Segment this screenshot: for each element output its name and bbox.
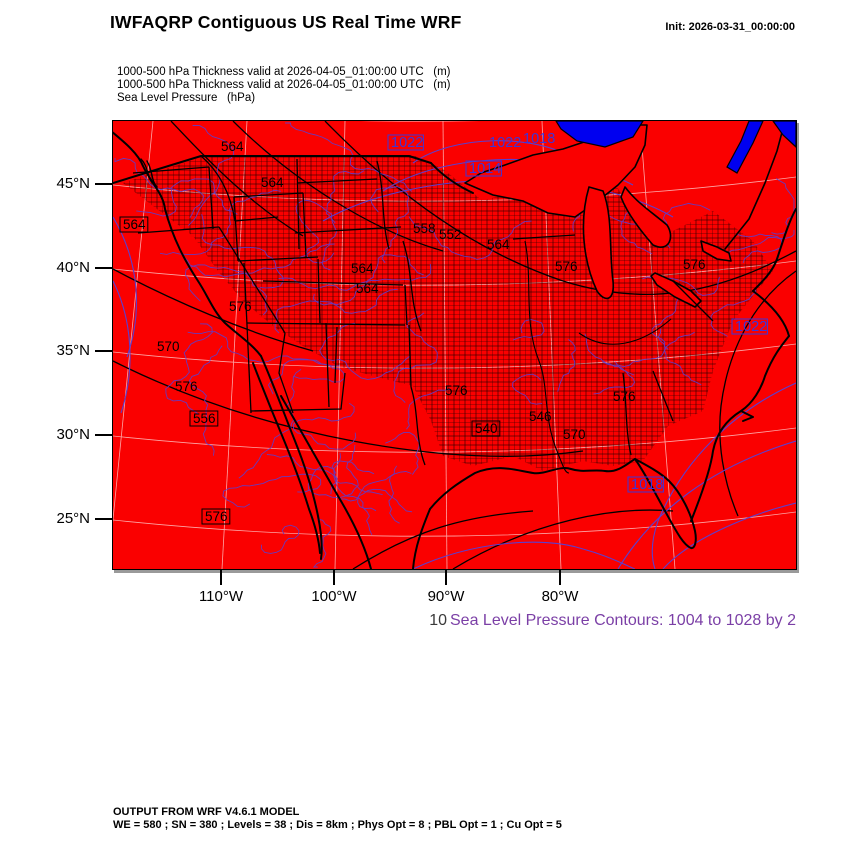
lon-tick-mark	[220, 569, 222, 585]
lon-tick-label: 90°W	[427, 588, 465, 605]
thickness-label: 564	[356, 281, 379, 296]
subtitle-thickness-1: 1000-500 hPa Thickness valid at 2026-04-…	[117, 66, 451, 78]
lat-tick-label: 45°N	[56, 175, 90, 192]
slp-label: 1022	[735, 319, 767, 335]
thickness-label: 576	[205, 509, 228, 524]
lon-tick-label: 80°W	[541, 588, 579, 605]
thickness-label: 556	[193, 411, 216, 426]
lat-tick-label: 30°N	[56, 426, 90, 443]
map-svg: 564 564 564 558 552 564 564 564 576 576 576 570 576 5…	[113, 121, 796, 569]
slp-label: 1018	[631, 477, 663, 493]
thickness-label: 564	[221, 139, 244, 154]
slp-label: 1018	[523, 131, 555, 147]
lat-tick-label: 40°N	[56, 259, 90, 276]
contour-legend-caption: 10 Sea Level Pressure Contours: 1004 to 1…	[112, 612, 796, 630]
thickness-label: 564	[487, 237, 510, 252]
lon-tick-mark	[559, 569, 561, 585]
thickness-label: 576	[175, 379, 198, 394]
thickness-label: 576	[229, 299, 252, 314]
state-borders	[132, 155, 714, 474]
thickness-label: 564	[261, 175, 284, 190]
thickness-label: 546	[529, 409, 552, 424]
thickness-label: 576	[683, 257, 706, 272]
great-lakes	[464, 124, 732, 308]
water-patches	[555, 121, 796, 174]
lat-tick-label: 35°N	[56, 342, 90, 359]
contour-labels: 564 564 564 558 552 564 564 564 576 576 576 570 576 5…	[119, 131, 768, 525]
thickness-contours	[113, 121, 796, 569]
thickness-label: 570	[157, 339, 180, 354]
lat-tick-label: 25°N	[56, 510, 90, 527]
lon-tick-mark	[333, 569, 335, 585]
conus-weather-map: 564 564 564 558 552 564 564 564 576 576 576 570 576 5…	[112, 120, 797, 570]
model-info-footer: OUTPUT FROM WRF V4.6.1 MODEL WE = 580 ; …	[113, 806, 562, 832]
slp-label: 1022	[391, 135, 423, 151]
slp-label: 1014	[469, 161, 501, 177]
model-version-line: OUTPUT FROM WRF V4.6.1 MODEL	[113, 806, 300, 818]
lat-tick-mark	[95, 518, 112, 520]
coastlines	[113, 121, 796, 569]
lon-tick-label: 110°W	[198, 588, 244, 605]
thickness-label: 576	[555, 259, 578, 274]
lon-tick-mark	[445, 569, 447, 585]
page-title: IWFAQRP Contiguous US Real Time WRF	[110, 12, 462, 32]
slp-label: 1022	[489, 135, 521, 151]
lat-tick-mark	[95, 350, 112, 352]
lat-tick-mark	[95, 267, 112, 269]
thickness-label: 564	[123, 217, 146, 232]
model-config-line: WE = 580 ; SN = 380 ; Levels = 38 ; Dis …	[113, 819, 562, 831]
lat-tick-mark	[95, 434, 112, 436]
thickness-label: 558	[413, 221, 436, 236]
thickness-label: 564	[351, 261, 374, 276]
thickness-label: 576	[445, 383, 468, 398]
subtitle-slp: Sea Level Pressure (hPa)	[117, 92, 256, 105]
slp-contour-range-text: Sea Level Pressure Contours: 1004 to 102…	[450, 612, 796, 629]
thickness-label: 540	[475, 421, 498, 436]
thickness-label: 570	[563, 427, 586, 442]
thickness-label: 552	[439, 227, 462, 242]
thickness-label: 576	[613, 389, 636, 404]
subtitle-thickness-2: 1000-500 hPa Thickness valid at 2026-04-…	[117, 79, 451, 92]
init-timestamp: Init: 2026-03-31_00:00:00	[665, 21, 795, 33]
caption-prefix: 10	[429, 612, 447, 629]
lat-tick-mark	[95, 183, 112, 185]
field-subtitles: 1000-500 hPa Thickness valid at 2026-04-…	[117, 66, 450, 106]
terrain-contour-squiggles	[114, 122, 795, 568]
lon-tick-label: 100°W	[311, 588, 357, 605]
